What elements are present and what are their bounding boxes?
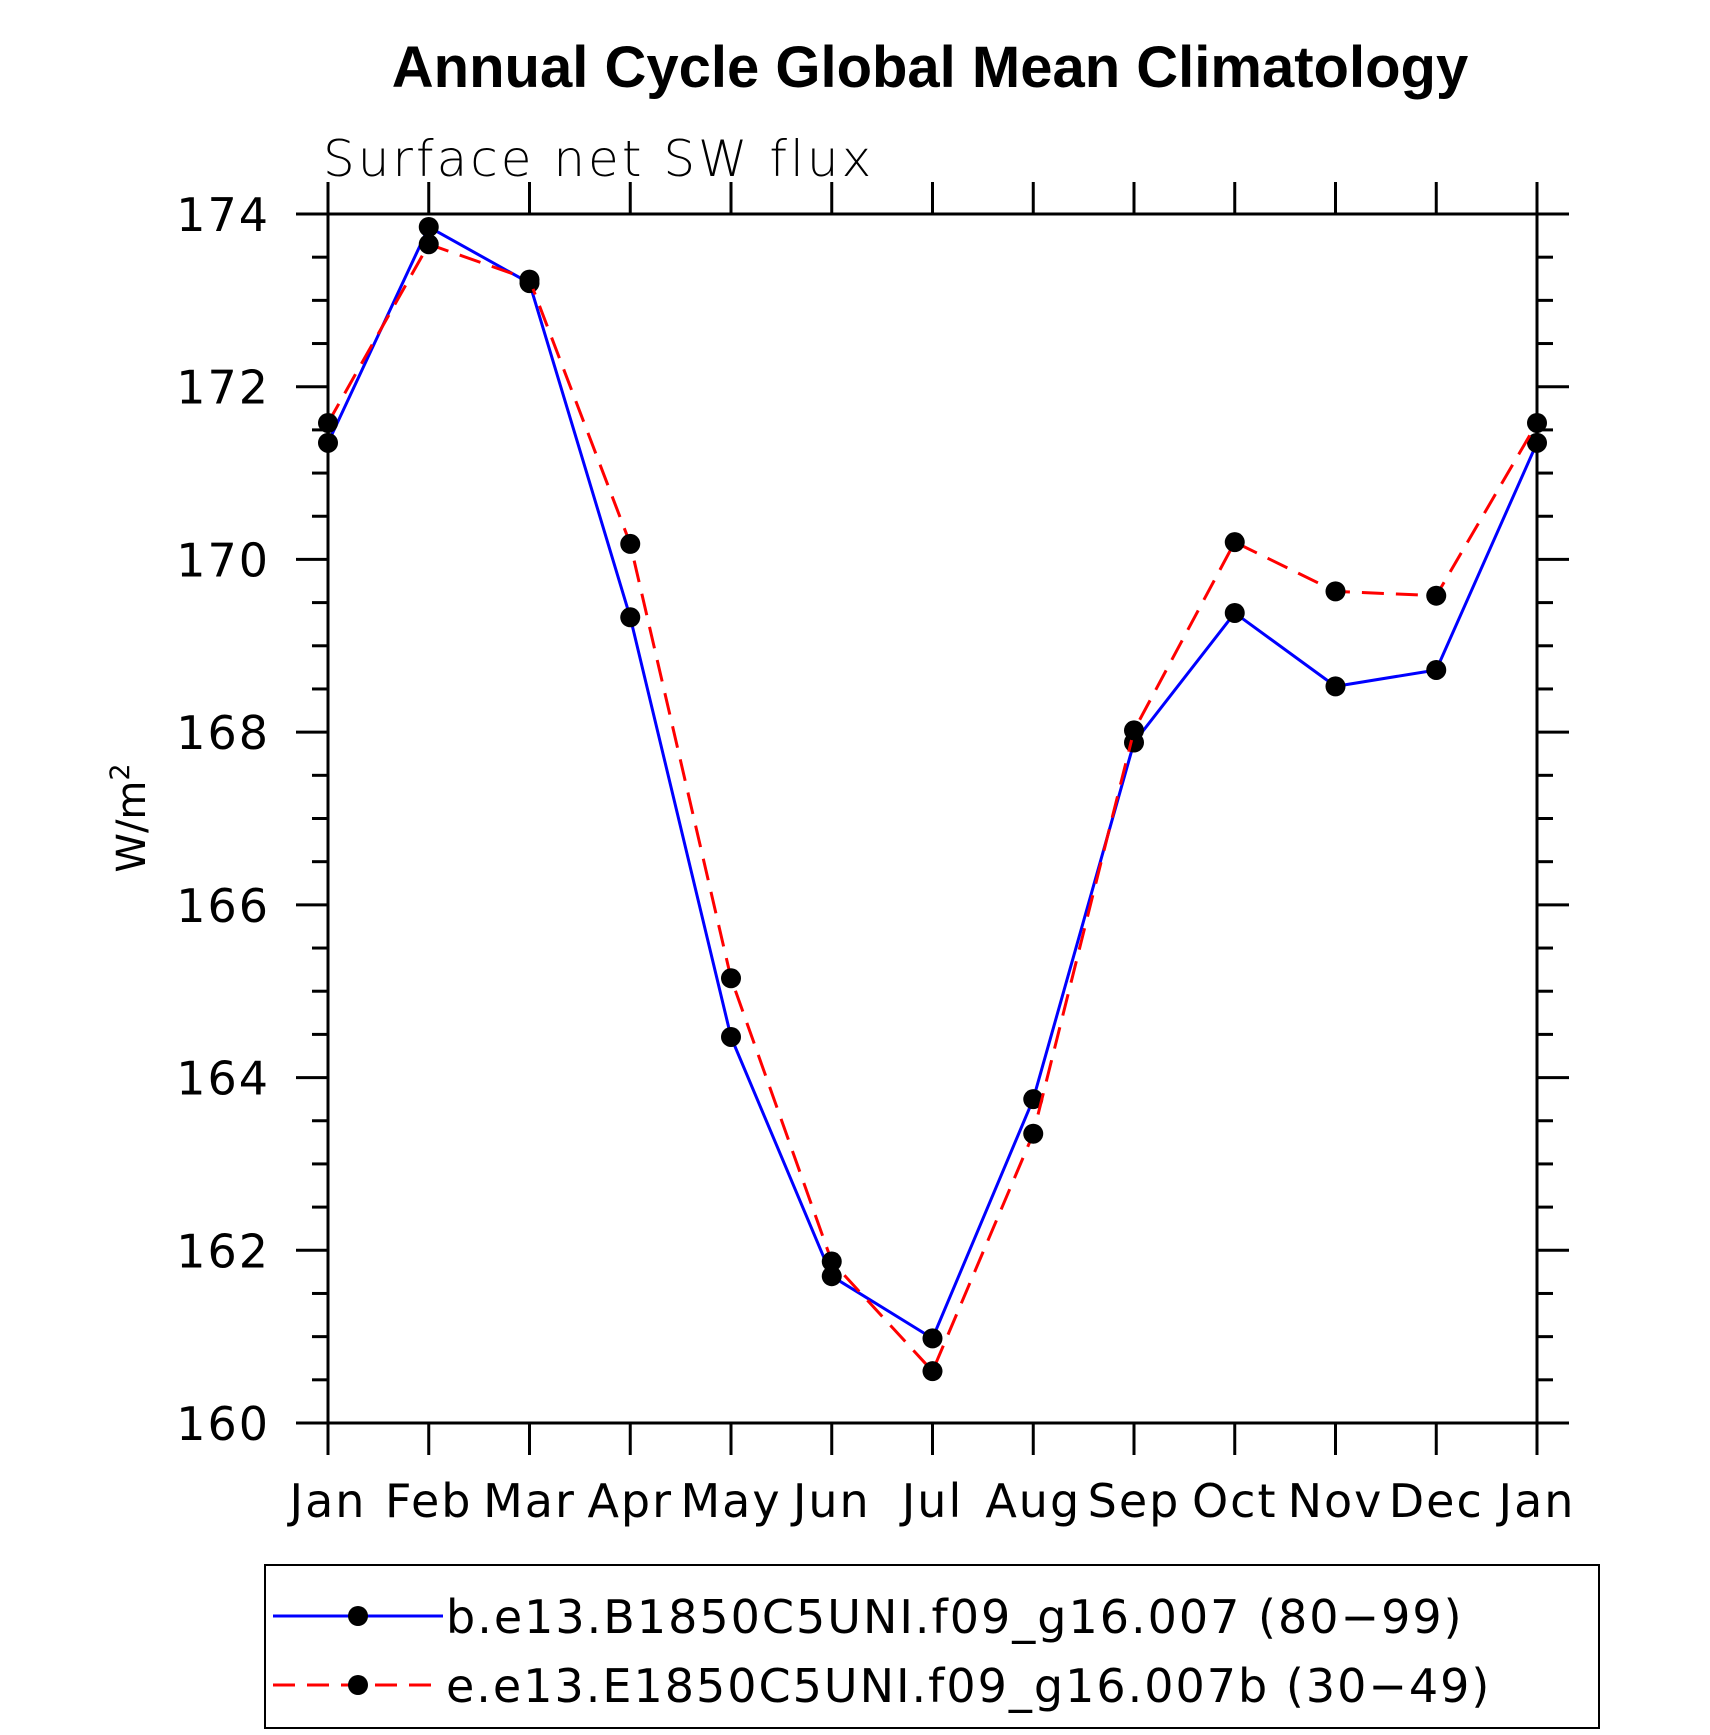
y-axis-tick-labels: 160 162 164 166 168 170 172 174 [176, 188, 270, 1451]
y-tick-label: 174 [176, 188, 270, 242]
data-point [1527, 432, 1547, 453]
legend-label: e.e13.E1850C5UNI.f09_g16.007b (30−49) [446, 1659, 1491, 1713]
x-tick-label: Dec [1389, 1474, 1484, 1528]
data-point [721, 1026, 741, 1047]
data-point [1325, 581, 1346, 602]
data-point [620, 533, 641, 554]
legend-marker [348, 1606, 368, 1626]
data-point [922, 1361, 943, 1382]
data-point [1325, 676, 1346, 697]
x-tick-label: Jun [790, 1474, 871, 1528]
data-point [821, 1266, 842, 1287]
x-tick-label: Feb [385, 1474, 472, 1528]
x-tick-label: Mar [483, 1474, 576, 1528]
data-point [1426, 659, 1447, 680]
y-tick-label: 172 [176, 361, 270, 415]
data-point [721, 968, 741, 989]
legend-item-2: e.e13.E1850C5UNI.f09_g16.007b (30−49) [273, 1659, 1491, 1713]
x-tick-label: Apr [587, 1474, 673, 1528]
y-tick-label: 160 [176, 1397, 270, 1451]
x-tick-label: May [680, 1474, 781, 1528]
data-point [1426, 585, 1447, 606]
series-line [326, 225, 1539, 1340]
series-layer [318, 216, 1547, 1382]
y-axis-label-base: W/m [109, 781, 155, 873]
x-tick-label: Jul [899, 1474, 964, 1528]
data-point [821, 1251, 842, 1272]
axis-ticks [296, 182, 1569, 1455]
y-tick-label: 162 [176, 1224, 270, 1278]
data-point [1224, 602, 1245, 623]
x-tick-label: Oct [1192, 1474, 1278, 1528]
data-point [519, 269, 540, 290]
y-tick-label: 164 [176, 1052, 270, 1106]
data-point [418, 234, 439, 255]
y-tick-label: 168 [176, 706, 270, 760]
y-tick-label: 170 [176, 533, 270, 587]
data-point [318, 412, 338, 433]
y-tick-label: 166 [176, 879, 270, 933]
data-point [1527, 412, 1547, 433]
legend: b.e13.B1850C5UNI.f09_g16.007 (80−99) e.e1… [273, 1590, 1491, 1713]
x-tick-label: Jan [287, 1474, 367, 1528]
legend-box [264, 1564, 1600, 1729]
data-point [418, 216, 439, 237]
data-point [1224, 532, 1245, 553]
series-2 [318, 234, 1547, 1382]
data-point [922, 1328, 943, 1349]
x-tick-label: Aug [985, 1474, 1081, 1528]
y-axis-label: W/m2 [105, 763, 155, 872]
chart-subtitle: Surface net SW flux [323, 130, 874, 188]
data-point [1023, 1123, 1044, 1144]
data-point [318, 432, 338, 453]
chart-title: Annual Cycle Global Mean Climatology [392, 35, 1468, 100]
legend-marker [348, 1675, 368, 1695]
plot-frame [326, 212, 1539, 1425]
data-point [620, 607, 641, 628]
x-tick-label: Nov [1288, 1474, 1384, 1528]
x-tick-label: Sep [1088, 1474, 1181, 1528]
series-line [326, 242, 1539, 1373]
x-tick-label: Jan [1496, 1474, 1576, 1528]
y-axis-label-superscript: 2 [105, 763, 136, 780]
data-point [1023, 1089, 1044, 1110]
legend-item-1: b.e13.B1850C5UNI.f09_g16.007 (80−99) [273, 1590, 1464, 1644]
data-point [1124, 720, 1144, 741]
x-axis-tick-labels: Jan Feb Mar Apr May Jun Jul Aug Sep Oct Nov Dec Jan [287, 1474, 1576, 1528]
legend-label: b.e13.B1850C5UNI.f09_g16.007 (80−99) [446, 1590, 1464, 1644]
series-1 [318, 216, 1547, 1349]
